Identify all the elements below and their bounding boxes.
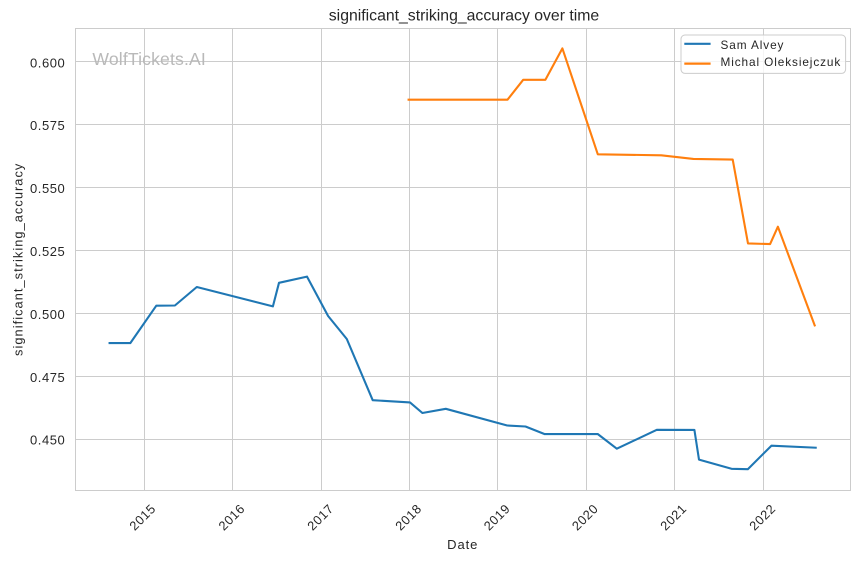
svg-text:WolfTickets.AI: WolfTickets.AI	[92, 49, 206, 69]
svg-text:Michal Oleksiejczuk: Michal Oleksiejczuk	[721, 55, 842, 69]
svg-text:Sam Alvey: Sam Alvey	[721, 38, 785, 52]
svg-text:Date: Date	[447, 537, 478, 552]
svg-text:significant_striking_accuracy: significant_striking_accuracy over time	[329, 7, 600, 24]
svg-text:0.525: 0.525	[30, 244, 65, 259]
svg-text:0.450: 0.450	[30, 433, 65, 448]
svg-text:0.600: 0.600	[30, 55, 65, 70]
svg-text:0.475: 0.475	[30, 370, 65, 385]
svg-text:significant_striking_accuracy: significant_striking_accuracy	[10, 163, 25, 356]
svg-text:0.550: 0.550	[30, 181, 65, 196]
svg-text:0.500: 0.500	[30, 307, 65, 322]
svg-text:0.575: 0.575	[30, 118, 65, 133]
